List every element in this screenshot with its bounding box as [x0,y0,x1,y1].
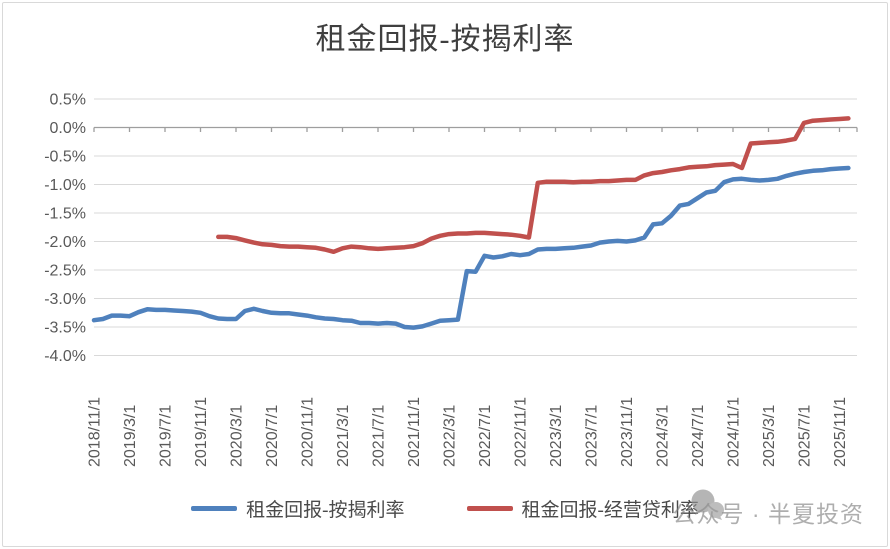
x-axis-label: 2020/11/1 [300,397,317,467]
y-axis-label: -1.5% [44,206,86,223]
y-axis-label: 0.0% [50,120,86,137]
x-axis-label: 2023/3/1 [548,405,565,467]
y-axis-label: -0.5% [44,149,86,166]
x-axis-label: 2022/3/1 [442,405,459,467]
series-line-0 [91,165,851,330]
x-axis-label: 2024/11/1 [726,397,743,467]
x-axis-label: 2021/7/1 [371,405,388,467]
y-axis-label: -3.0% [44,291,86,308]
series-line-1 [216,116,851,255]
x-axis-label: 2022/7/1 [477,405,494,467]
x-axis-label: 2020/3/1 [229,405,246,467]
x-axis-label: 2021/3/1 [335,405,352,467]
legend-label: 租金回报-按揭利率 [246,500,405,521]
x-axis-label: 2021/11/1 [406,397,423,467]
legend-label: 租金回报-经营贷利率 [521,500,699,521]
y-axis-label: -2.0% [44,234,86,251]
y-axis-label: -4.0% [44,348,86,365]
x-axis-label: 2023/7/1 [584,405,601,467]
wechat-icon [691,489,724,520]
x-axis-label: 2025/7/1 [797,405,814,467]
x-axis-label: 2023/11/1 [619,397,636,467]
x-axis-label: 2022/11/1 [513,397,530,467]
x-axis-label: 2020/7/1 [264,405,281,467]
y-axis-label: -1.0% [44,177,86,194]
y-axis-label: -2.5% [44,263,86,280]
x-axis-label: 2018/11/1 [87,397,104,467]
chart-title: 租金回报-按揭利率 [315,23,575,56]
y-axis-label: -3.5% [44,320,86,337]
x-axis-label: 2019/3/1 [122,405,139,467]
x-axis-label: 2025/3/1 [761,405,778,467]
blue-line-swatch [191,506,238,511]
x-axis-label: 2025/11/1 [832,397,849,467]
legend-item-business-loan-rate: 租金回报-经营贷利率 [466,495,699,522]
legend-item-mortgage-rate: 租金回报-按揭利率 [191,495,405,522]
chart-legend: 租金回报-按揭利率 租金回报-经营贷利率 [0,495,890,522]
red-line-swatch [466,506,513,511]
x-axis-label: 2024/3/1 [655,405,672,467]
x-axis-label: 2019/11/1 [193,397,210,467]
x-axis-label: 2024/7/1 [690,405,707,467]
y-axis-label: 0.5% [50,92,86,109]
watermark: 公众号 · 半夏投资 [673,489,864,529]
x-axis-label: 2019/7/1 [158,405,175,467]
